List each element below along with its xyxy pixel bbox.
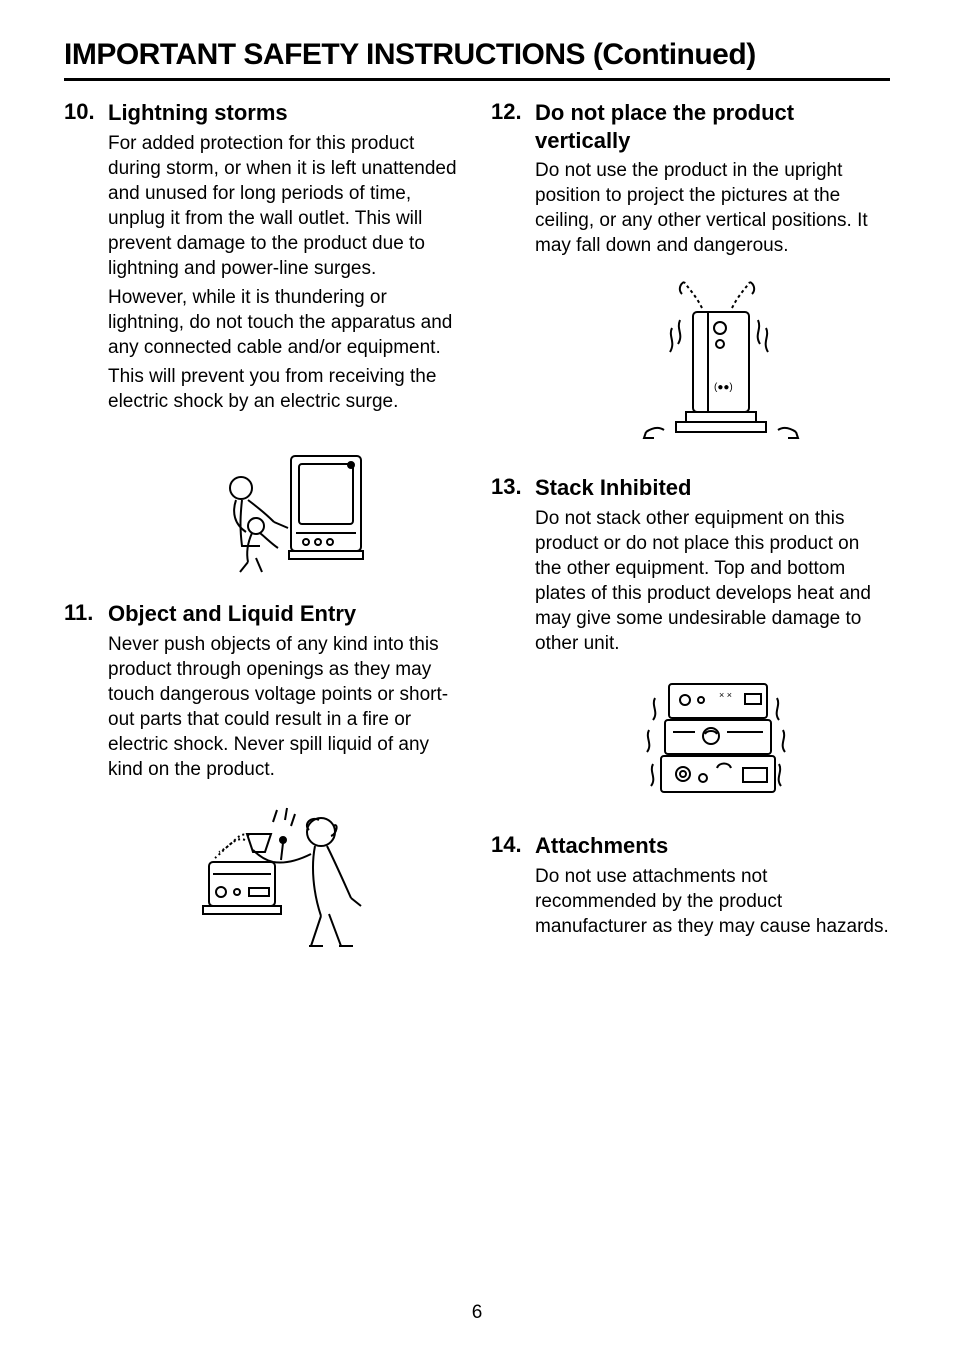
section-12-p1: Do not use the product in the upright po… [535, 158, 890, 258]
section-10-p3: This will prevent you from receiving the… [108, 364, 463, 414]
page-title: IMPORTANT SAFETY INSTRUCTIONS (Continued… [64, 38, 890, 72]
lightning-storm-illustration [108, 428, 463, 578]
section-10: 10. Lightning storms For added protectio… [64, 99, 463, 578]
section-10-p1: For added protection for this product du… [108, 131, 463, 281]
title-rule [64, 78, 890, 81]
svg-text:(●●): (●●) [714, 382, 733, 393]
section-10-number: 10. [64, 99, 108, 125]
left-column: 10. Lightning storms For added protectio… [64, 99, 463, 988]
stack-inhibited-illustration: × × [535, 670, 890, 810]
section-11: 11. Object and Liquid Entry Never push o… [64, 600, 463, 966]
section-14-number: 14. [491, 832, 535, 858]
section-12-number: 12. [491, 99, 535, 125]
section-14-p1: Do not use attachments not recommended b… [535, 864, 890, 939]
vertical-placement-illustration: (●●) [535, 272, 890, 452]
page-number: 6 [0, 1302, 954, 1324]
section-13-heading: Stack Inhibited [535, 474, 691, 502]
section-14: 14. Attachments Do not use attachments n… [491, 832, 890, 939]
section-12-heading: Do not place the product vertically [535, 99, 890, 154]
section-11-number: 11. [64, 600, 108, 626]
section-13-p1: Do not stack other equipment on this pro… [535, 506, 890, 656]
object-liquid-entry-illustration [108, 796, 463, 966]
section-11-p1: Never push objects of any kind into this… [108, 632, 463, 782]
section-14-heading: Attachments [535, 832, 668, 860]
content-columns: 10. Lightning storms For added protectio… [64, 99, 890, 988]
section-13-number: 13. [491, 474, 535, 500]
svg-text:× ×: × × [719, 690, 732, 700]
right-column: 12. Do not place the product vertically … [491, 99, 890, 988]
section-10-heading: Lightning storms [108, 99, 288, 127]
section-12: 12. Do not place the product vertically … [491, 99, 890, 452]
section-10-p2: However, while it is thundering or light… [108, 285, 463, 360]
section-13: 13. Stack Inhibited Do not stack other e… [491, 474, 890, 810]
section-11-heading: Object and Liquid Entry [108, 600, 356, 628]
